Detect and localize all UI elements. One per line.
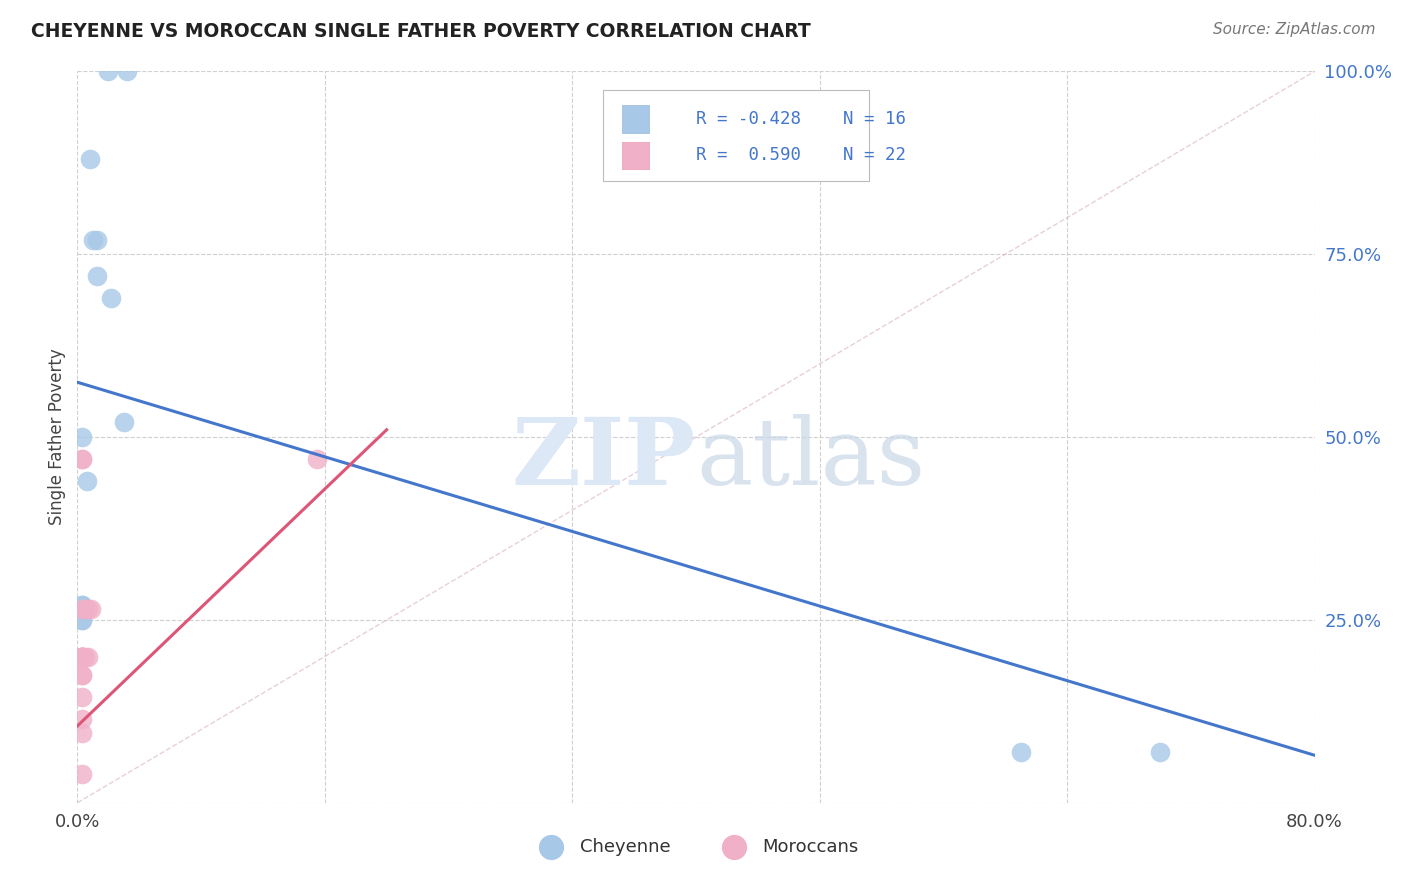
Point (112, 416, 135, 430)
Legend: Cheyenne, Moroccans: Cheyenne, Moroccans (526, 830, 866, 863)
Point (70, 667, 93, 681)
Point (70, 726, 93, 740)
Point (70, 452, 93, 467)
Point (70, 430, 93, 444)
FancyBboxPatch shape (621, 105, 650, 133)
Point (77, 649, 100, 664)
Point (77, 602, 100, 616)
Point (82, 233, 104, 247)
Point (70, 649, 93, 664)
Point (70, 613, 93, 627)
Point (70, 599, 93, 613)
Point (80, 602, 103, 616)
Point (70, 649, 93, 664)
Point (100, 291, 122, 305)
Point (70, 599, 93, 613)
FancyBboxPatch shape (603, 90, 869, 181)
Y-axis label: Single Father Poverty: Single Father Poverty (48, 349, 66, 525)
Point (70, 452, 93, 467)
Text: CHEYENNE VS MOROCCAN SINGLE FATHER POVERTY CORRELATION CHART: CHEYENNE VS MOROCCAN SINGLE FATHER POVER… (31, 22, 811, 41)
Point (70, 649, 93, 664)
Point (307, 452, 329, 467)
Point (76, 474, 98, 488)
Text: atlas: atlas (696, 414, 925, 504)
Point (70, 690, 93, 704)
Text: R = -0.428    N = 16: R = -0.428 N = 16 (696, 110, 905, 128)
Text: R =  0.590    N = 22: R = 0.590 N = 22 (696, 146, 905, 164)
Point (70, 649, 93, 664)
Point (70, 649, 93, 664)
Point (75, 602, 96, 616)
Point (70, 649, 93, 664)
Point (75, 649, 96, 664)
Text: Source: ZipAtlas.com: Source: ZipAtlas.com (1212, 22, 1375, 37)
Point (79, 152, 101, 166)
Point (1010, 745, 1032, 759)
Point (97, 64, 120, 78)
Point (115, 64, 138, 78)
Point (70, 649, 93, 664)
Point (70, 613, 93, 627)
Text: ZIP: ZIP (512, 414, 696, 504)
Point (70, 667, 93, 681)
Point (70, 712, 93, 726)
Point (1149, 745, 1171, 759)
Point (86, 269, 108, 284)
Point (70, 602, 93, 616)
FancyBboxPatch shape (621, 142, 650, 169)
Point (86, 233, 108, 247)
Point (70, 766, 93, 780)
